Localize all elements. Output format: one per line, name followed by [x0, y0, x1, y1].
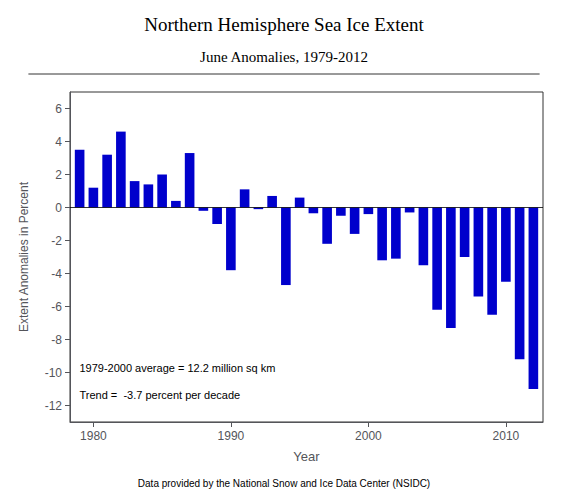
- svg-text:4: 4: [55, 135, 62, 149]
- svg-text:1990: 1990: [218, 429, 245, 443]
- svg-text:1980: 1980: [80, 429, 107, 443]
- svg-text:2010: 2010: [493, 429, 520, 443]
- svg-text:-2: -2: [51, 234, 62, 248]
- svg-text:-4: -4: [51, 267, 62, 281]
- svg-text:2000: 2000: [355, 429, 382, 443]
- svg-text:-12: -12: [45, 399, 63, 413]
- svg-text:Data provided by the National: Data provided by the National Snow and I…: [138, 478, 430, 489]
- svg-text:Trend = -3.7 percent per deca: Trend = -3.7 percent per decade: [79, 389, 240, 401]
- svg-text:Northern Hemisphere Sea Ice Ex: Northern Hemisphere Sea Ice Extent: [144, 14, 424, 35]
- svg-text:6: 6: [55, 102, 62, 116]
- svg-text:-6: -6: [51, 300, 62, 314]
- svg-text:1979-2000 average = 12.2 milli: 1979-2000 average = 12.2 million sq km: [79, 362, 275, 374]
- svg-text:Year: Year: [293, 449, 320, 464]
- svg-text:2: 2: [55, 168, 62, 182]
- svg-text:June Anomalies, 1979-2012: June Anomalies, 1979-2012: [200, 49, 368, 65]
- svg-text:Extent Anomalies in Percent: Extent Anomalies in Percent: [17, 181, 31, 332]
- svg-text:0: 0: [55, 201, 62, 215]
- svg-text:-8: -8: [51, 333, 62, 347]
- svg-text:-10: -10: [45, 366, 63, 380]
